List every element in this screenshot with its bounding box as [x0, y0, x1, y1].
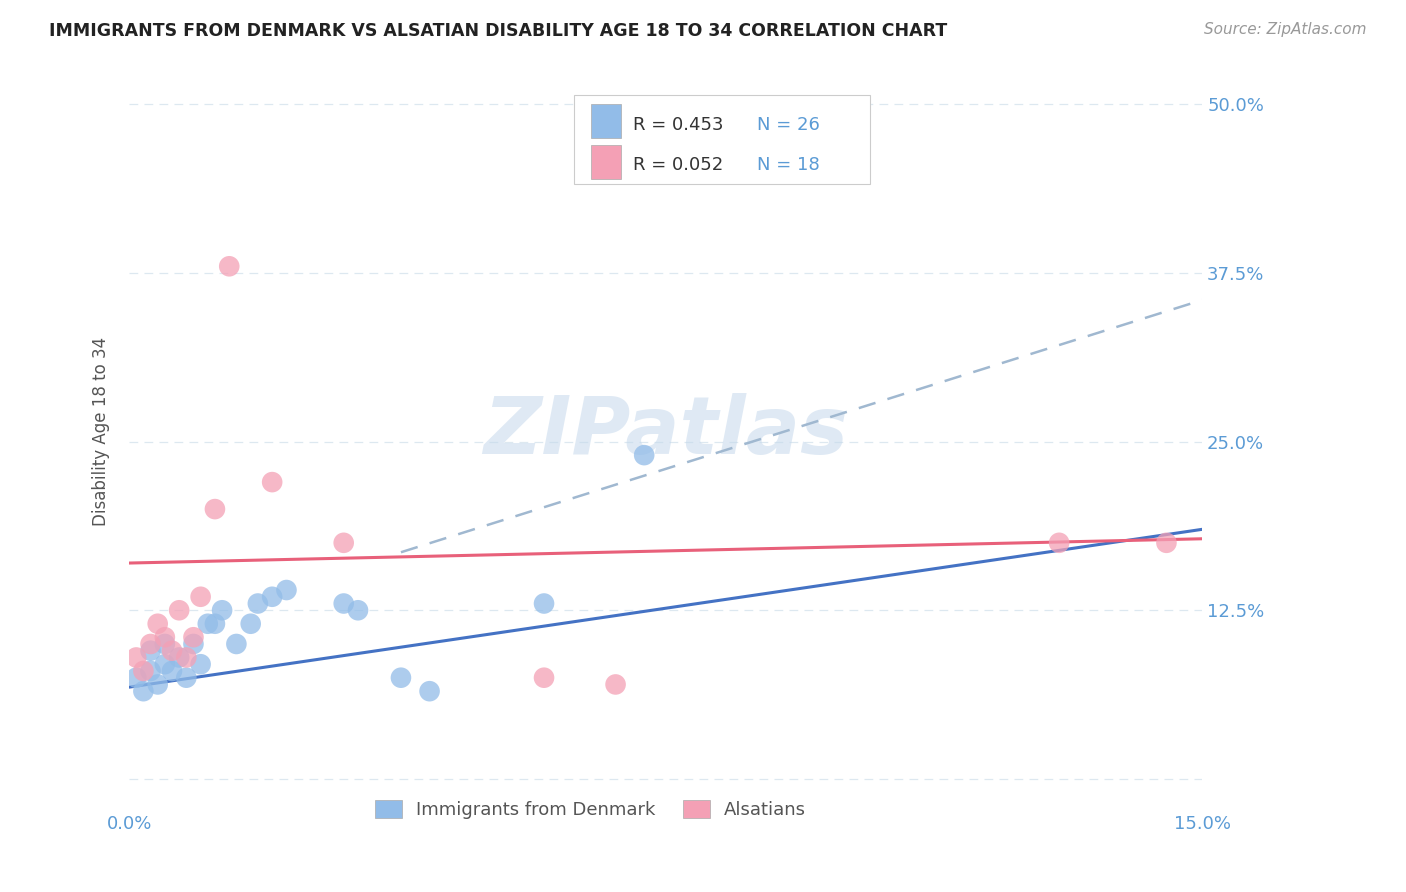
Point — [132, 684, 155, 698]
Text: Source: ZipAtlas.com: Source: ZipAtlas.com — [1204, 22, 1367, 37]
Point — [190, 657, 212, 672]
Text: R = 0.052: R = 0.052 — [634, 156, 724, 175]
Point — [176, 650, 198, 665]
Legend: Immigrants from Denmark, Alsatians: Immigrants from Denmark, Alsatians — [367, 792, 814, 826]
Point — [246, 597, 269, 611]
Point — [239, 616, 262, 631]
Point — [633, 448, 655, 462]
Point — [605, 677, 627, 691]
Point — [167, 603, 190, 617]
Point — [139, 637, 162, 651]
FancyBboxPatch shape — [575, 95, 869, 184]
FancyBboxPatch shape — [591, 145, 620, 179]
Text: ZIPatlas: ZIPatlas — [484, 392, 848, 470]
Point — [1156, 536, 1178, 550]
Point — [160, 644, 183, 658]
Point — [139, 644, 162, 658]
Point — [1047, 536, 1070, 550]
Point — [332, 597, 354, 611]
Point — [262, 590, 284, 604]
Text: R = 0.453: R = 0.453 — [634, 116, 724, 134]
Point — [146, 616, 169, 631]
Point — [153, 637, 176, 651]
Point — [389, 671, 412, 685]
Point — [419, 684, 441, 698]
Text: N = 18: N = 18 — [756, 156, 820, 175]
Point — [347, 603, 370, 617]
Point — [204, 502, 226, 516]
Point — [533, 597, 555, 611]
Point — [160, 664, 183, 678]
Point — [218, 260, 240, 274]
Point — [167, 650, 190, 665]
Point — [183, 637, 205, 651]
Point — [204, 616, 226, 631]
Point — [183, 630, 205, 644]
Point — [176, 671, 198, 685]
Text: IMMIGRANTS FROM DENMARK VS ALSATIAN DISABILITY AGE 18 TO 34 CORRELATION CHART: IMMIGRANTS FROM DENMARK VS ALSATIAN DISA… — [49, 22, 948, 40]
Point — [211, 603, 233, 617]
Point — [132, 664, 155, 678]
Point — [533, 671, 555, 685]
Point — [332, 536, 354, 550]
Point — [139, 664, 162, 678]
Point — [153, 657, 176, 672]
Point — [146, 677, 169, 691]
Point — [276, 582, 298, 597]
Point — [197, 616, 219, 631]
Text: N = 26: N = 26 — [756, 116, 820, 134]
Point — [125, 671, 148, 685]
Point — [190, 590, 212, 604]
Point — [153, 630, 176, 644]
Text: 0.0%: 0.0% — [107, 815, 152, 833]
Point — [225, 637, 247, 651]
Text: 15.0%: 15.0% — [1174, 815, 1230, 833]
Point — [125, 650, 148, 665]
Y-axis label: Disability Age 18 to 34: Disability Age 18 to 34 — [93, 337, 110, 526]
Point — [262, 475, 284, 489]
FancyBboxPatch shape — [591, 104, 620, 138]
